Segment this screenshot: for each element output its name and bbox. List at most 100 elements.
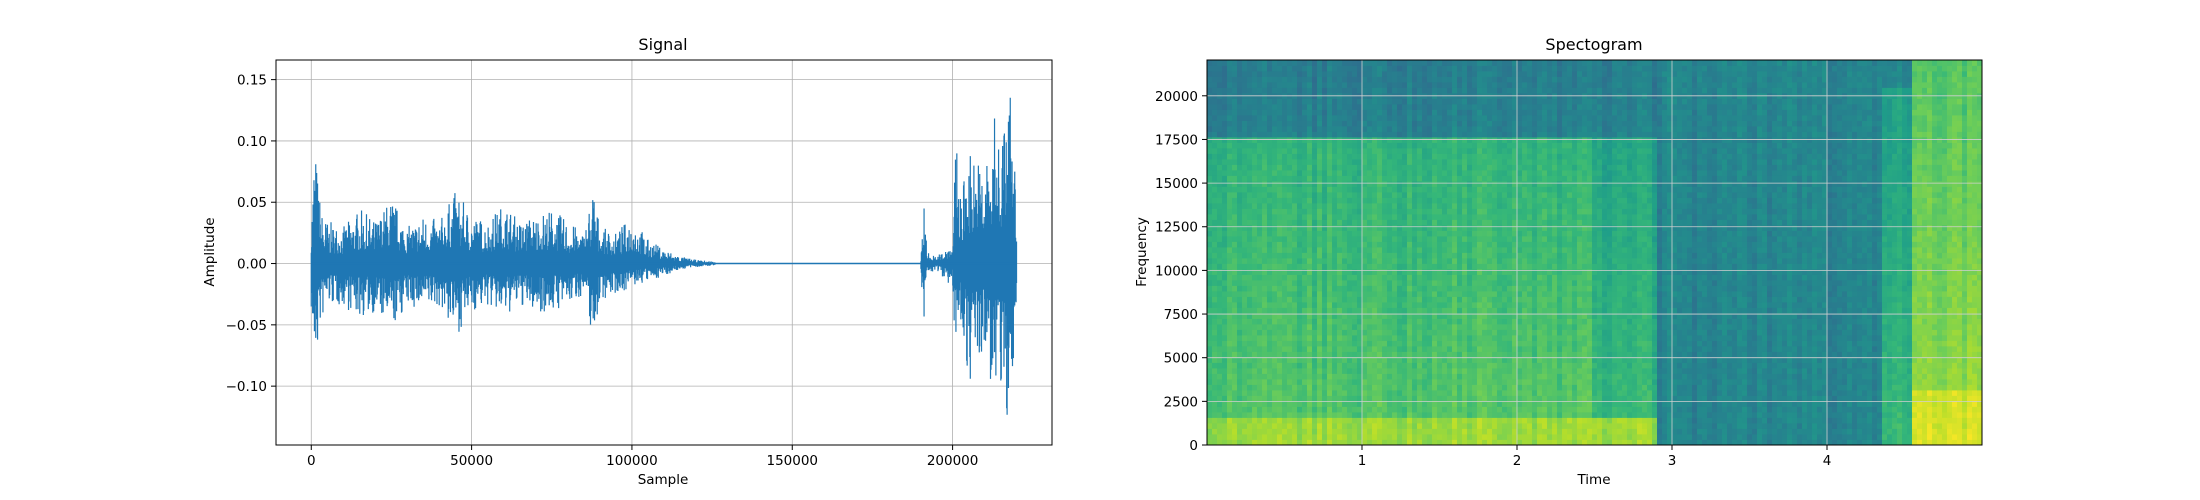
spectrogram-cell [1342,208,1348,215]
spectrogram-cell [1422,368,1428,374]
spectrogram-cell [1237,417,1243,424]
spectrogram-cell [1487,87,1493,94]
spectrogram-cell [1252,164,1258,171]
spectrogram-cell [1537,307,1543,314]
spectrogram-cell [1232,384,1238,391]
spectrogram-cell [1392,285,1398,292]
spectrogram-cell [1222,120,1228,127]
spectrogram-cell [1472,230,1478,237]
spectrogram-cell [1367,384,1373,391]
spectrogram-cell [1222,324,1228,330]
spectrogram-cell [1297,219,1303,226]
spectrogram-cell [1482,71,1488,77]
spectrogram-cell [1537,351,1543,358]
spectrogram-cell [1502,280,1508,286]
spectrogram-cell [1542,175,1548,182]
spectrogram-cell [1517,324,1523,330]
spectrogram-cell [1222,252,1228,259]
spectrogram-cell [1472,340,1478,347]
spectrogram-cell [1222,406,1228,413]
spectrogram-cell [1342,71,1348,77]
spectrogram-cell [1307,368,1313,374]
spectrogram-cell [1487,192,1493,198]
spectrogram-cell [1222,346,1228,352]
spectrogram-cell [1347,98,1353,105]
spectrogram-cell [1482,269,1488,275]
spectrogram-cell [1277,285,1283,292]
spectrogram-cell [1312,291,1318,297]
spectrogram-cell [1247,335,1253,341]
spectrogram-cell [1287,269,1293,275]
spectrogram-cell [1537,175,1543,182]
spectrogram-cell [1527,329,1533,336]
spectrogram-cell [1367,291,1373,297]
spectrogram-cell [1332,269,1338,275]
spectrogram-cell [1347,148,1353,154]
spectrogram-cell [1437,236,1443,242]
spectrogram-cell [1532,164,1538,171]
spectrogram-cell [1397,60,1403,66]
spectrogram-cell [1287,274,1293,281]
spectrogram-cell [1392,313,1398,319]
spectrogram-cell [1222,225,1228,231]
signal-x-tick-label: 150000 [766,453,818,469]
spectrogram-cell [1432,318,1438,325]
spectrogram-cell [1427,148,1433,154]
spectrogram-cell [1487,291,1493,297]
spectrogram-cell [1322,131,1328,138]
spectrogram-cell [1247,76,1253,83]
spectrogram-cell [1227,164,1233,171]
spectrogram-cell [1387,148,1393,154]
spectrogram-cell [1217,417,1223,424]
spectrogram-cell [1447,280,1453,286]
spectrogram-cell [1437,60,1443,66]
spectrogram-cell [1242,269,1248,275]
spectrogram-cell [1367,307,1373,314]
spectrogram-cell [1332,258,1338,264]
spectrogram-cell [1252,318,1258,325]
spectrogram-cell [1317,291,1323,297]
spectrogram-cell [1402,236,1408,242]
spectrogram-cell [1437,395,1443,402]
spectrogram-cell [1237,252,1243,259]
spectrogram-cell [1442,82,1448,88]
spectrogram-cell [1422,170,1428,176]
spectrogram-cell [1232,115,1238,121]
spectrogram-cell [1267,428,1273,435]
spectrogram-cell [1477,390,1483,396]
spectrogram-cell [1402,208,1408,215]
spectrogram-cell [1337,148,1343,154]
spectrogram-cell [1362,148,1368,154]
spectrogram-cell [1382,153,1388,160]
spectrogram-cell [1287,401,1293,407]
spectrogram-cell [1477,313,1483,319]
spectrogram-cell [1432,186,1438,193]
spectrogram-cell [1242,71,1248,77]
spectrogram-cell [1357,153,1363,160]
spectrogram-cell [1547,390,1553,396]
spectrogram-cell [1237,280,1243,286]
spectrogram-cell [1427,324,1433,330]
spectrogram-cell [1207,428,1213,435]
spectrogram-cell [1527,104,1533,110]
spectrogram-cell [1457,362,1463,369]
spectrogram-cell [1272,406,1278,413]
spectrogram-cell [1242,230,1248,237]
spectrogram-cell [1247,362,1253,369]
spectrogram-cell [1317,252,1323,259]
spectrogram-cell [1212,76,1218,83]
spectrogram-cell [1252,71,1258,77]
spectrogram-cell [1367,214,1373,220]
spectrogram-cell [1497,197,1503,204]
spectrogram-cell [1492,137,1498,143]
spectrogram-cell [1467,313,1473,319]
spectrogram-cell [1552,285,1558,292]
spectrogram-cell [1212,137,1218,143]
spectrogram-cell [1307,170,1313,176]
spectrogram-cell [1222,274,1228,281]
spectrogram-cell [1362,291,1368,297]
spectrogram-cell [1457,412,1463,418]
spectrogram-cell [1307,241,1313,248]
spectrogram-cell [1472,351,1478,358]
spectrogram-cell [1327,362,1333,369]
